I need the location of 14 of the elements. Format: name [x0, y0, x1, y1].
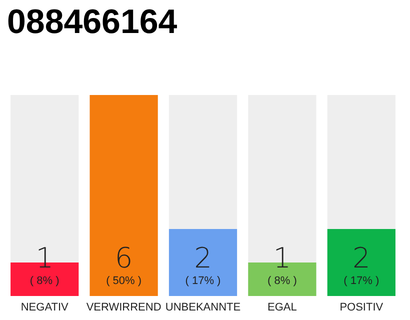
annotation: ( 17% ): [185, 275, 221, 287]
x-tick-label: POSITIV: [340, 302, 384, 314]
data-label: 6: [114, 242, 133, 274]
x-tick-label: VERWIRREND: [86, 302, 162, 314]
annotation: ( 17% ): [344, 275, 380, 287]
annotation: ( 50% ): [106, 275, 142, 287]
data-label: 2: [352, 242, 370, 274]
data-label: 2: [194, 242, 212, 274]
chart-title: 088466164: [7, 3, 178, 41]
x-tick-label: EGAL: [268, 302, 297, 314]
x-tick-label: NEGATIV: [20, 302, 69, 314]
annotation: ( 8% ): [268, 275, 297, 287]
annotation: ( 8% ): [30, 275, 60, 287]
x-tick-label: UNBEKANNTE: [165, 302, 241, 314]
